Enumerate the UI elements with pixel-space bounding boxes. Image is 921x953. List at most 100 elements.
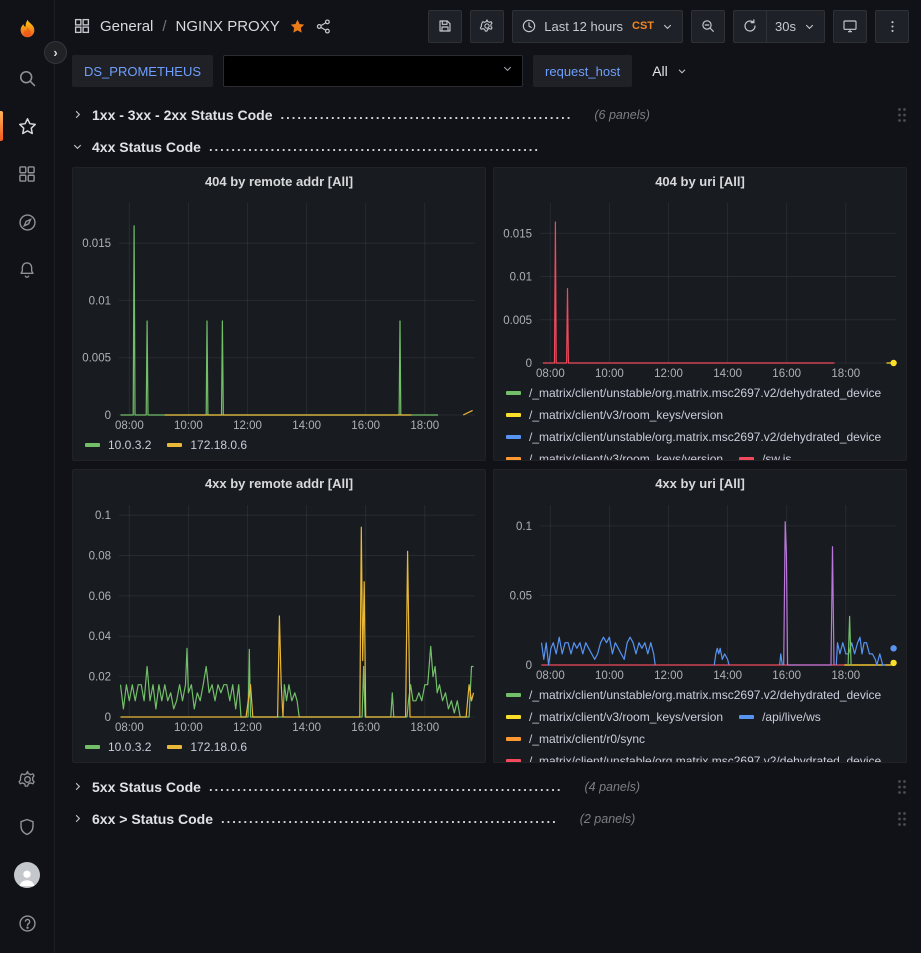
legend-item[interactable]: 10.0.3.2	[85, 436, 151, 453]
legend-item[interactable]: /_matrix/client/unstable/org.matrix.msc2…	[506, 752, 881, 762]
panel-title[interactable]: 4xx by uri [All]	[655, 476, 745, 491]
svg-text:18:00: 18:00	[410, 420, 439, 432]
legend-item[interactable]: /_matrix/client/v3/room_keys/version	[506, 406, 723, 423]
legend-item[interactable]: 10.0.3.2	[85, 738, 151, 755]
breadcrumb-dashboard-title[interactable]: NGINX PROXY	[175, 17, 280, 35]
panel-title[interactable]: 404 by remote addr [All]	[204, 174, 354, 189]
row-drag-handle[interactable]	[897, 779, 907, 795]
bell-icon	[20, 262, 34, 278]
sidebar-item-server-admin[interactable]	[0, 803, 54, 851]
legend-label: /sw.js	[762, 451, 792, 461]
row-title: 6xx > Status Code	[92, 810, 213, 827]
star-icon	[18, 117, 36, 134]
sidebar-spacer	[0, 294, 54, 755]
panel-legend: 10.0.3.2 172.18.0.6	[73, 434, 485, 460]
row-drag-handle[interactable]	[897, 107, 907, 123]
timeseries-chart[interactable]: 08:00 10:00 12:00 14:00 16:00 18:00 0 0.02 0.04 0…	[73, 497, 485, 736]
legend-label: 172.18.0.6	[190, 437, 248, 452]
legend-swatch	[85, 744, 100, 749]
gear-icon	[17, 770, 35, 787]
search-icon	[19, 70, 35, 86]
legend-item[interactable]: /api/live/ws	[739, 708, 821, 725]
sidebar-item-explore[interactable]	[0, 198, 54, 246]
svg-text:0.06: 0.06	[89, 591, 111, 603]
row-1xx-3xx-2xx-status-code[interactable]: 1xx - 3xx - 2xx Status Code ............…	[72, 100, 907, 129]
row-title: 1xx - 3xx - 2xx Status Code	[92, 106, 273, 123]
svg-text:16:00: 16:00	[351, 722, 380, 734]
save-icon	[439, 20, 451, 32]
row-title: 4xx Status Code	[92, 138, 201, 155]
timeseries-chart[interactable]: 08:00 10:00 12:00 14:00 16:00 18:00 0 0.005 0.01…	[494, 195, 906, 382]
chart-canvas: 08:00 10:00 12:00 14:00 16:00 18:00 0 0.005 0.01…	[503, 203, 897, 380]
request-host-variable-select[interactable]: All	[642, 55, 698, 87]
refresh-interval-dropdown[interactable]: 30s	[767, 9, 825, 43]
legend-item[interactable]: /_matrix/client/unstable/org.matrix.msc2…	[506, 428, 881, 445]
panel-404-by-remote-addr: 404 by remote addr [All] 08:00 10:00 12:00…	[72, 167, 486, 461]
legend-label: 172.18.0.6	[190, 739, 248, 754]
legend-item[interactable]: /_matrix/client/r0/sync	[506, 730, 645, 747]
legend-swatch	[167, 744, 183, 749]
timeseries-chart[interactable]: 08:00 10:00 12:00 14:00 16:00 18:00 0 0.05 0.1	[494, 497, 906, 684]
cycle-view-mode-button[interactable]	[833, 9, 867, 43]
refresh-button[interactable]	[733, 9, 768, 43]
legend-item[interactable]: /_matrix/client/unstable/org.matrix.msc2…	[506, 384, 881, 401]
help-icon	[18, 914, 36, 932]
datasource-variable-select[interactable]	[223, 55, 524, 87]
breadcrumb-section[interactable]: General	[100, 17, 154, 35]
panel-title[interactable]: 4xx by remote addr [All]	[204, 476, 354, 491]
svg-text:08:00: 08:00	[536, 670, 565, 682]
sidebar-expand-button[interactable]: ›	[44, 41, 67, 64]
legend-item[interactable]: /_matrix/client/v3/room_keys/version	[506, 450, 723, 460]
legend-item[interactable]: 172.18.0.6	[167, 738, 247, 755]
sidebar-item-alerting[interactable]	[0, 246, 54, 294]
sidebar-item-dashboards[interactable]	[0, 150, 54, 198]
svg-text:08:00: 08:00	[115, 722, 144, 734]
zoom-out-time-button[interactable]	[691, 9, 726, 43]
time-range-picker[interactable]: Last 12 hours CST	[512, 9, 684, 43]
sidebar-item-help[interactable]	[0, 899, 54, 947]
datasource-variable-label: DS_PROMETHEUS	[72, 55, 214, 87]
svg-text:12:00: 12:00	[233, 722, 262, 734]
more-options-button[interactable]	[875, 9, 909, 43]
dashboard-settings-button[interactable]	[470, 9, 505, 43]
grafana-logo[interactable]	[0, 8, 54, 54]
legend-label: /_matrix/client/v3/room_keys/version	[529, 451, 724, 461]
row-4xx-status-code[interactable]: 4xx Status Code ........................…	[72, 132, 907, 161]
svg-text:0.005: 0.005	[82, 353, 111, 365]
legend-label: 10.0.3.2	[108, 739, 152, 754]
legend-swatch	[739, 456, 755, 460]
panel-title[interactable]: 404 by uri [All]	[655, 174, 745, 189]
svg-text:14:00: 14:00	[713, 670, 742, 682]
legend-swatch	[506, 736, 521, 741]
svg-text:18:00: 18:00	[831, 368, 860, 380]
svg-text:16:00: 16:00	[351, 420, 380, 432]
refresh-interval-label: 30s	[775, 18, 796, 34]
svg-text:0.04: 0.04	[89, 631, 112, 643]
sidebar-item-profile[interactable]	[0, 851, 54, 899]
save-dashboard-button[interactable]	[428, 9, 463, 43]
sidebar-item-configuration[interactable]	[0, 755, 54, 803]
share-icon[interactable]	[315, 18, 332, 35]
panel-404-by-uri: 404 by uri [All] 08:00 10:00 12:00 14:00 16:…	[493, 167, 907, 461]
row-panel-count: (4 panels)	[584, 779, 641, 794]
legend-swatch	[739, 714, 755, 719]
svg-text:0.08: 0.08	[89, 550, 111, 562]
panel-4xx-by-remote-addr: 4xx by remote addr [All] 08:00 10:00 12:00…	[72, 469, 486, 763]
sidebar-item-search[interactable]	[0, 54, 54, 102]
timeseries-chart[interactable]: 08:00 10:00 12:00 14:00 16:00 18:00 0 0.005 0.01…	[73, 195, 485, 434]
legend-item[interactable]: /_matrix/client/unstable/org.matrix.msc2…	[506, 686, 881, 703]
legend-item[interactable]: /_matrix/client/v3/room_keys/version	[506, 708, 723, 725]
row-drag-handle[interactable]	[897, 811, 907, 827]
row-6xx-status-code[interactable]: 6xx > Status Code ......................…	[72, 804, 907, 833]
expand-arrow-icon: ›	[53, 45, 58, 60]
row-panel-count: (2 panels)	[579, 811, 636, 826]
svg-text:18:00: 18:00	[831, 670, 860, 682]
sidebar-item-starred[interactable]	[0, 102, 54, 150]
legend-item[interactable]: 172.18.0.6	[167, 436, 247, 453]
svg-text:0: 0	[526, 358, 532, 370]
svg-text:0.015: 0.015	[82, 238, 111, 250]
legend-item[interactable]: /sw.js	[739, 450, 791, 460]
row-5xx-status-code[interactable]: 5xx Status Code ........................…	[72, 772, 907, 801]
favorite-star-icon[interactable]	[289, 18, 306, 35]
